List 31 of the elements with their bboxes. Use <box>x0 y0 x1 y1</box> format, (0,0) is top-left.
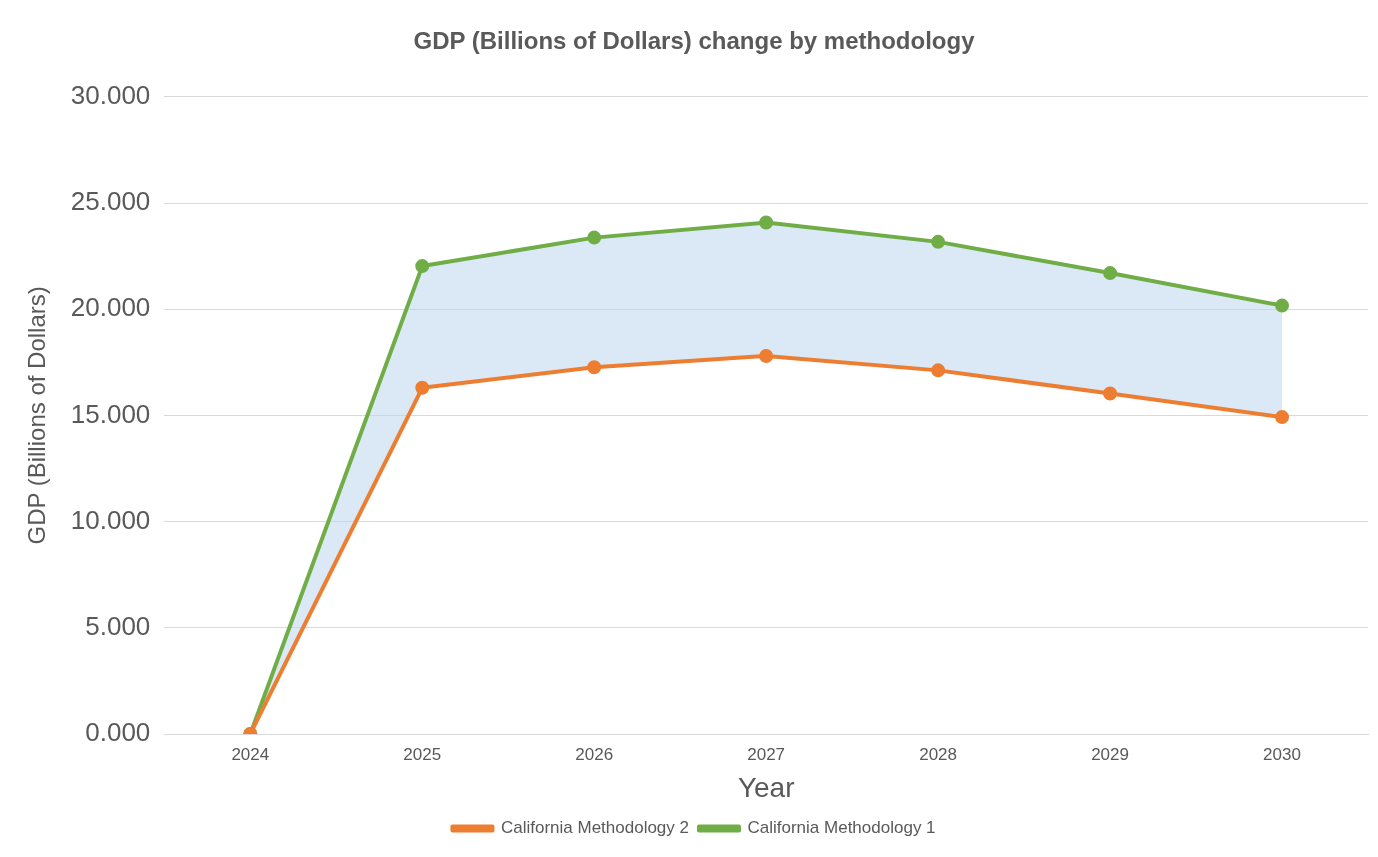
point <box>587 230 602 245</box>
x-tick-label: 2029 <box>1091 744 1129 764</box>
y-tick-label: 10.000 <box>70 504 151 535</box>
y-tick-label: 15.000 <box>70 398 151 429</box>
point <box>415 380 430 395</box>
point <box>1275 298 1290 313</box>
point <box>587 360 602 375</box>
y-tick-label: 25.000 <box>70 186 151 217</box>
y-tick-label: 20.000 <box>70 292 151 323</box>
x-tick-label: 2024 <box>231 744 270 764</box>
x-tick-label: 2026 <box>575 744 614 764</box>
y-tick-label: 0.000 <box>85 717 151 748</box>
y-tick-label: 30.000 <box>70 79 151 110</box>
chart-title: GDP (Billions of Dollars) change by methodology <box>413 27 976 55</box>
point <box>1103 386 1118 401</box>
point <box>931 363 946 378</box>
point <box>1275 410 1290 425</box>
x-axis-title: Year <box>737 771 795 803</box>
y-axis-title: GDP (Billions of Dollars) <box>23 286 51 545</box>
point <box>759 348 774 363</box>
point <box>759 215 774 230</box>
x-tick-label: 2028 <box>919 744 958 764</box>
legend-label: California Methodology 1 <box>747 818 936 838</box>
legend-label: California Methodology 2 <box>500 818 690 838</box>
point <box>415 259 430 274</box>
x-tick-label: 2030 <box>1263 744 1301 764</box>
y-tick-label: 5.000 <box>85 610 151 641</box>
point <box>931 234 946 249</box>
x-tick-label: 2027 <box>747 744 786 764</box>
point <box>1103 266 1118 281</box>
x-tick-label: 2025 <box>403 744 442 764</box>
